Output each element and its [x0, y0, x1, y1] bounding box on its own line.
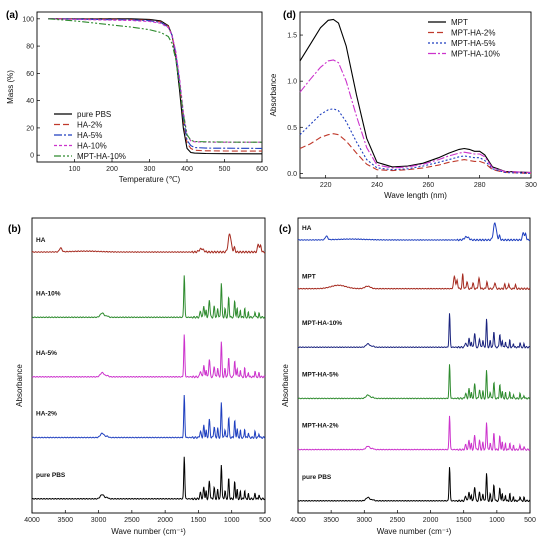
y-tick-label: 60 — [26, 71, 34, 78]
legend-entry: HA-5% — [77, 131, 102, 140]
spectrum-line-pure-pbs — [297, 467, 531, 503]
y-tick-label: 20 — [26, 125, 34, 132]
trace-label: pure PBS — [36, 472, 66, 479]
x-tick-label: 4000 — [24, 517, 40, 524]
trace-label: HA-2% — [36, 411, 57, 418]
y-tick-label: 1.5 — [287, 33, 297, 40]
x-tick-label: 2500 — [390, 517, 406, 524]
trace-label: MPT-HA-10% — [302, 320, 342, 327]
y-axis-title: Mass (%) — [6, 70, 15, 104]
x-tick-label: 2000 — [423, 517, 439, 524]
series-line-mpt — [299, 18, 532, 174]
y-tick-label: 40 — [26, 98, 34, 105]
x-tick-label: 220 — [320, 182, 332, 189]
y-axis-title: Absorbance — [15, 364, 24, 407]
y-axis-title: Absorbance — [269, 73, 278, 116]
plot-frame-a — [36, 11, 263, 163]
plot-frame-d — [299, 11, 532, 179]
x-tick-label: 3500 — [57, 517, 73, 524]
x-tick-label: 300 — [144, 166, 156, 173]
x-tick-label: 240 — [371, 182, 383, 189]
x-tick-label: 1000 — [489, 517, 505, 524]
trace-label: HA-10% — [36, 290, 61, 297]
legend-entry: HA-2% — [77, 121, 102, 130]
x-tick-label: 200 — [106, 166, 118, 173]
panel-label-a: (a) — [6, 10, 18, 21]
x-tick-label: 500 — [219, 166, 231, 173]
y-axis-title: Absorbance — [281, 364, 290, 407]
trace-label: MPT — [302, 274, 316, 281]
trace-label: HA — [36, 237, 46, 244]
x-tick-label: 2000 — [157, 517, 173, 524]
y-tick-label: 0.5 — [287, 125, 297, 132]
y-tick-label: 0 — [30, 153, 34, 160]
y-tick-label: 80 — [26, 44, 34, 51]
y-tick-label: 100 — [22, 16, 34, 23]
x-tick-label: 3500 — [323, 517, 339, 524]
x-tick-label: 400 — [181, 166, 193, 173]
panel-label-c: (c) — [279, 224, 291, 235]
spectrum-line-ha-2- — [31, 394, 266, 440]
spectrum-line-mpt-ha-2- — [297, 415, 531, 452]
y-tick-label: 0.0 — [287, 171, 297, 178]
series-line-mpt-ha-5- — [299, 108, 532, 174]
legend-entry: pure PBS — [77, 110, 111, 119]
x-tick-label: 1000 — [224, 517, 240, 524]
legend-entry: MPT-HA-2% — [451, 29, 495, 38]
x-axis-title: Wave number (cm⁻¹) — [111, 527, 186, 536]
x-tick-label: 600 — [256, 166, 268, 173]
spectrum-line-ha-10- — [31, 275, 266, 319]
series-line-mpt-ha-10- — [48, 18, 263, 143]
x-tick-label: 2500 — [124, 517, 140, 524]
trace-label: MPT-HA-2% — [302, 423, 339, 430]
plot-frame-c — [297, 217, 531, 514]
panel-label-b: (b) — [8, 224, 21, 235]
trace-label: MPT-HA-5% — [302, 371, 339, 378]
trace-label: pure PBS — [302, 474, 332, 481]
x-tick-label: 4000 — [290, 517, 306, 524]
x-tick-label: 500 — [259, 517, 271, 524]
x-tick-label: 260 — [422, 182, 434, 189]
y-tick-label: 1.0 — [287, 79, 297, 86]
spectrum-line-mpt-ha-10- — [297, 313, 531, 349]
x-axis-title: Wave number (cm⁻¹) — [377, 527, 452, 536]
series-line-mpt-ha-2- — [299, 133, 532, 174]
spectrum-line-mpt-ha-5- — [297, 364, 531, 400]
x-tick-label: 3000 — [91, 517, 107, 524]
x-tick-label: 100 — [69, 166, 81, 173]
series-line-pure-pbs — [48, 18, 263, 155]
legend-entry: MPT — [451, 18, 468, 27]
legend-entry: MPT-HA-10% — [77, 152, 126, 161]
spectrum-line-ha — [31, 233, 266, 254]
series-line-ha-5- — [48, 18, 263, 149]
plot-frame-b — [31, 217, 266, 514]
trace-label: HA — [302, 225, 312, 232]
x-tick-label: 500 — [524, 517, 536, 524]
trace-label: HA-5% — [36, 350, 57, 357]
x-tick-label: 3000 — [356, 517, 372, 524]
spectrum-line-pure-pbs — [31, 456, 266, 501]
legend-entry: MPT-HA-10% — [451, 50, 500, 59]
x-tick-label: 300 — [525, 182, 537, 189]
spectrum-line-mpt — [297, 273, 531, 291]
spectrum-line-ha-5- — [31, 334, 266, 379]
x-axis-title: Wave length (nm) — [384, 191, 447, 200]
x-tick-label: 1500 — [191, 517, 207, 524]
series-line-mpt-ha-10- — [299, 59, 532, 174]
legend-entry: HA-10% — [77, 142, 107, 151]
panel-label-d: (d) — [283, 10, 296, 21]
spectrum-line-ha — [297, 222, 531, 242]
x-tick-label: 280 — [474, 182, 486, 189]
x-tick-label: 1500 — [456, 517, 472, 524]
legend-entry: MPT-HA-5% — [451, 39, 495, 48]
x-axis-title: Temperature (℃) — [119, 175, 181, 184]
